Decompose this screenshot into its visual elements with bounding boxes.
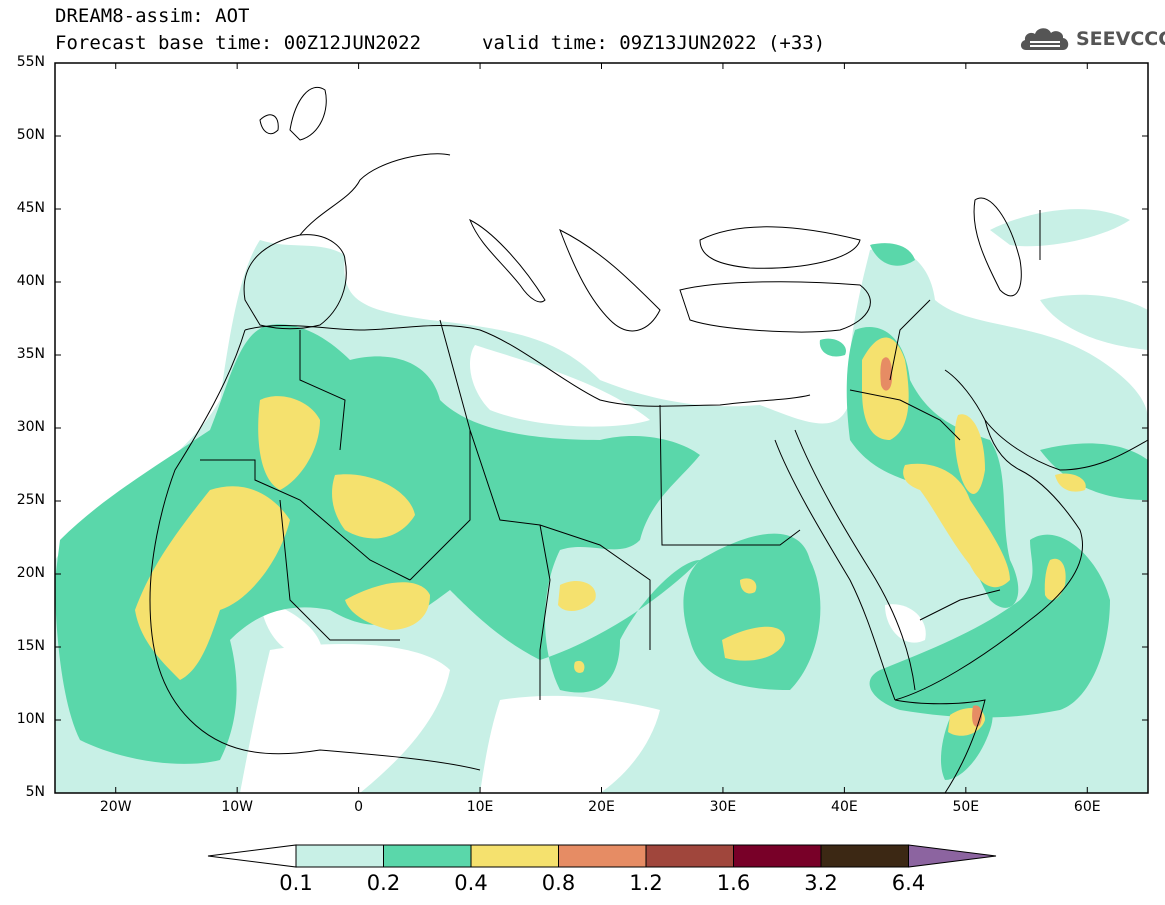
lat-label: 30N <box>16 419 45 435</box>
aot-0.8-1.2-shading <box>880 357 983 727</box>
colorbar-label: 1.6 <box>716 871 751 895</box>
lon-label: 20E <box>588 799 615 815</box>
lat-label: 45N <box>16 200 45 216</box>
seevccc-logo: SEEVCCC <box>1018 24 1165 54</box>
lon-label: 20W <box>99 799 132 815</box>
colorbar-label: 0.4 <box>454 871 488 895</box>
lat-label: 40N <box>16 273 45 289</box>
lat-label: 15N <box>16 638 45 654</box>
lat-label: 25N <box>16 492 45 508</box>
lon-label: 0 <box>354 799 364 815</box>
colorbar-label: 0.8 <box>541 871 576 895</box>
logo-text: SEEVCCC <box>1076 28 1165 50</box>
lon-label: 60E <box>1073 799 1101 815</box>
lat-label: 10N <box>16 711 45 727</box>
lon-label: 10W <box>221 799 253 815</box>
colorbar-label: 0.2 <box>366 871 401 895</box>
lon-label: 10E <box>466 799 494 815</box>
aot-below-0.1 <box>240 345 926 793</box>
aot-0.4-0.8-shading <box>135 337 1086 736</box>
colorbar-label: 1.2 <box>629 871 663 895</box>
forecast-base-time: Forecast base time: 00Z12JUN2022 <box>55 32 422 54</box>
colorbar-label: 6.4 <box>891 871 926 895</box>
lat-label: 35N <box>16 346 45 362</box>
coastlines-borders <box>149 87 1148 793</box>
lon-label: 40E <box>831 799 858 815</box>
chart-title: DREAM8-assim: AOT <box>55 5 250 27</box>
lon-label: 50E <box>952 799 980 815</box>
cloud-icon <box>1020 28 1069 50</box>
colorbar-label: 3.2 <box>804 871 838 895</box>
lat-label: 20N <box>16 565 45 581</box>
lat-label: 55N <box>16 54 45 70</box>
lon-label: 30E <box>709 799 737 815</box>
lat-label: 50N <box>16 127 45 143</box>
colorbar-label: 0.1 <box>279 871 313 895</box>
valid-time: valid time: 09Z13JUN2022 (+33) <box>482 32 826 54</box>
lat-label: 5N <box>25 784 45 800</box>
